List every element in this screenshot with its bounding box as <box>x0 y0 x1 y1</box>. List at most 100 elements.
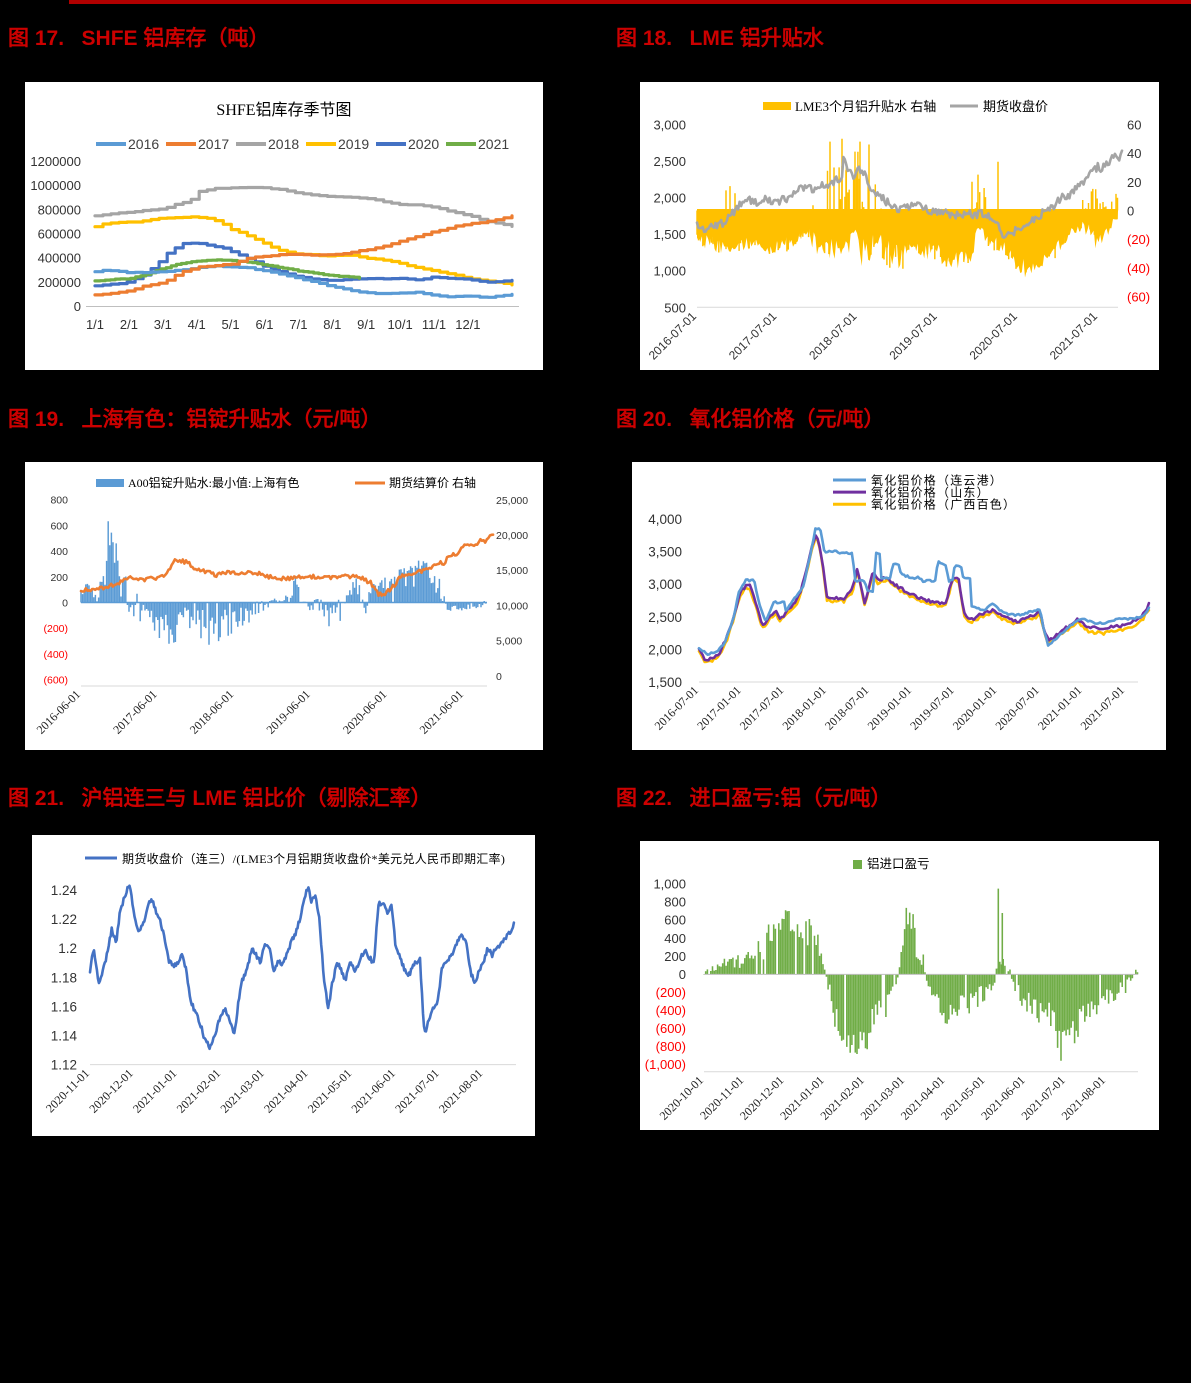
svg-text:2021-02-01: 2021-02-01 <box>174 1066 223 1115</box>
svg-text:2016-06-01: 2016-06-01 <box>34 687 83 736</box>
svg-text:2018-01-01: 2018-01-01 <box>779 683 828 732</box>
svg-text:600: 600 <box>50 520 68 532</box>
svg-text:2017-07-01: 2017-07-01 <box>737 683 786 732</box>
svg-text:1.14: 1.14 <box>51 1029 78 1044</box>
svg-text:200: 200 <box>50 572 68 584</box>
svg-text:10/1: 10/1 <box>387 317 412 332</box>
svg-text:2/1: 2/1 <box>120 317 138 332</box>
svg-text:2017-07-01: 2017-07-01 <box>726 309 780 363</box>
svg-text:400000: 400000 <box>38 251 81 266</box>
svg-text:2020-07-01: 2020-07-01 <box>992 683 1041 732</box>
svg-text:1.24: 1.24 <box>51 883 78 898</box>
svg-text:1.12: 1.12 <box>51 1058 77 1073</box>
svg-text:2020: 2020 <box>408 136 439 152</box>
svg-text:氧化铝价格（山东）: 氧化铝价格（山东） <box>871 485 990 500</box>
svg-text:8/1: 8/1 <box>323 317 341 332</box>
svg-text:2020-01-01: 2020-01-01 <box>950 683 999 732</box>
svg-text:2021-05-01: 2021-05-01 <box>305 1066 354 1115</box>
svg-text:(800): (800) <box>656 1039 686 1054</box>
svg-text:期货收盘价（连三）/(LME3个月铝期货收盘价*美元兑人民币: 期货收盘价（连三）/(LME3个月铝期货收盘价*美元兑人民币即期汇率) <box>122 851 505 866</box>
svg-text:1,500: 1,500 <box>653 227 686 242</box>
svg-text:0: 0 <box>1127 204 1134 219</box>
svg-text:(60): (60) <box>1127 290 1150 305</box>
svg-text:12/1: 12/1 <box>455 317 480 332</box>
svg-text:600: 600 <box>664 913 686 928</box>
svg-text:氧化铝价格（广西百色）: 氧化铝价格（广西百色） <box>871 497 1016 512</box>
svg-text:2020-06-01: 2020-06-01 <box>340 687 389 736</box>
svg-text:(200): (200) <box>656 985 686 1000</box>
svg-text:3,000: 3,000 <box>648 577 682 592</box>
svg-text:2016: 2016 <box>128 136 159 152</box>
svg-text:0: 0 <box>62 598 68 610</box>
svg-text:40: 40 <box>1127 146 1141 161</box>
svg-text:2020-11-01: 2020-11-01 <box>43 1066 92 1115</box>
svg-text:2020-07-01: 2020-07-01 <box>967 309 1021 363</box>
svg-text:2020-12-01: 2020-12-01 <box>86 1066 135 1115</box>
svg-text:期货结算价 右轴: 期货结算价 右轴 <box>389 475 476 490</box>
svg-text:2,500: 2,500 <box>648 610 682 625</box>
svg-text:600000: 600000 <box>38 227 81 242</box>
svg-text:200: 200 <box>664 949 686 964</box>
svg-text:2,000: 2,000 <box>648 642 682 657</box>
svg-text:2018: 2018 <box>268 136 299 152</box>
svg-text:3,500: 3,500 <box>648 545 682 560</box>
svg-text:800: 800 <box>50 495 68 507</box>
svg-text:(400): (400) <box>656 1003 686 1018</box>
svg-text:A00铝锭升贴水:最小值:上海有色: A00铝锭升贴水:最小值:上海有色 <box>128 475 299 490</box>
svg-text:SHFE铝库存季节图: SHFE铝库存季节图 <box>216 101 351 119</box>
svg-text:1,000: 1,000 <box>653 264 686 279</box>
svg-text:9/1: 9/1 <box>357 317 375 332</box>
svg-text:5/1: 5/1 <box>222 317 240 332</box>
svg-text:2016-07-01: 2016-07-01 <box>646 309 700 363</box>
svg-text:1/1: 1/1 <box>86 317 104 332</box>
svg-text:800000: 800000 <box>38 202 81 217</box>
svg-text:1.18: 1.18 <box>51 970 77 985</box>
svg-text:2017: 2017 <box>198 136 229 152</box>
svg-text:2,500: 2,500 <box>653 154 686 169</box>
svg-text:1,000: 1,000 <box>653 877 686 892</box>
svg-text:2021-08-01: 2021-08-01 <box>436 1066 485 1115</box>
svg-text:铝进口盈亏: 铝进口盈亏 <box>867 856 930 871</box>
svg-text:1.16: 1.16 <box>51 999 77 1014</box>
svg-text:2,000: 2,000 <box>653 191 686 206</box>
svg-text:期货收盘价: 期货收盘价 <box>983 99 1048 114</box>
svg-text:4,000: 4,000 <box>648 512 682 527</box>
svg-text:3/1: 3/1 <box>154 317 172 332</box>
svg-text:7/1: 7/1 <box>289 317 307 332</box>
svg-text:2021: 2021 <box>478 136 509 152</box>
svg-text:2017-06-01: 2017-06-01 <box>110 687 159 736</box>
svg-text:(400): (400) <box>43 649 68 661</box>
svg-text:20: 20 <box>1127 175 1141 190</box>
svg-text:2021-06-01: 2021-06-01 <box>349 1066 398 1115</box>
svg-text:0: 0 <box>74 299 81 314</box>
svg-text:4/1: 4/1 <box>188 317 206 332</box>
svg-text:2019: 2019 <box>338 136 369 152</box>
svg-text:2018-06-01: 2018-06-01 <box>187 687 236 736</box>
svg-text:1000000: 1000000 <box>30 178 81 193</box>
svg-text:15,000: 15,000 <box>496 565 528 577</box>
svg-text:2021-07-01: 2021-07-01 <box>1078 683 1127 732</box>
svg-text:400: 400 <box>50 546 68 558</box>
svg-text:LME3个月铝升贴水 右轴: LME3个月铝升贴水 右轴 <box>795 99 936 114</box>
svg-text:2019-07-01: 2019-07-01 <box>886 309 940 363</box>
svg-text:1,500: 1,500 <box>648 675 682 690</box>
svg-text:2019-06-01: 2019-06-01 <box>263 687 312 736</box>
svg-text:3,000: 3,000 <box>653 117 686 132</box>
svg-text:2016-07-01: 2016-07-01 <box>652 683 701 732</box>
svg-text:20,000: 20,000 <box>496 530 528 542</box>
svg-text:5,000: 5,000 <box>496 636 522 648</box>
svg-text:1.2: 1.2 <box>58 941 77 956</box>
svg-text:氧化铝价格（连云港）: 氧化铝价格（连云港） <box>871 473 1003 488</box>
svg-text:2018-07-01: 2018-07-01 <box>806 309 860 363</box>
svg-text:2021-01-01: 2021-01-01 <box>1035 683 1084 732</box>
svg-text:2021-06-01: 2021-06-01 <box>417 687 466 736</box>
svg-text:400: 400 <box>664 931 686 946</box>
svg-text:800: 800 <box>664 895 686 910</box>
svg-text:25,000: 25,000 <box>496 495 528 507</box>
svg-text:(40): (40) <box>1127 261 1150 276</box>
svg-text:11/1: 11/1 <box>422 317 446 332</box>
svg-text:(600): (600) <box>656 1021 686 1036</box>
svg-text:2019-07-01: 2019-07-01 <box>907 683 956 732</box>
svg-text:6/1: 6/1 <box>255 317 273 332</box>
svg-text:2021-07-01: 2021-07-01 <box>1047 309 1101 363</box>
